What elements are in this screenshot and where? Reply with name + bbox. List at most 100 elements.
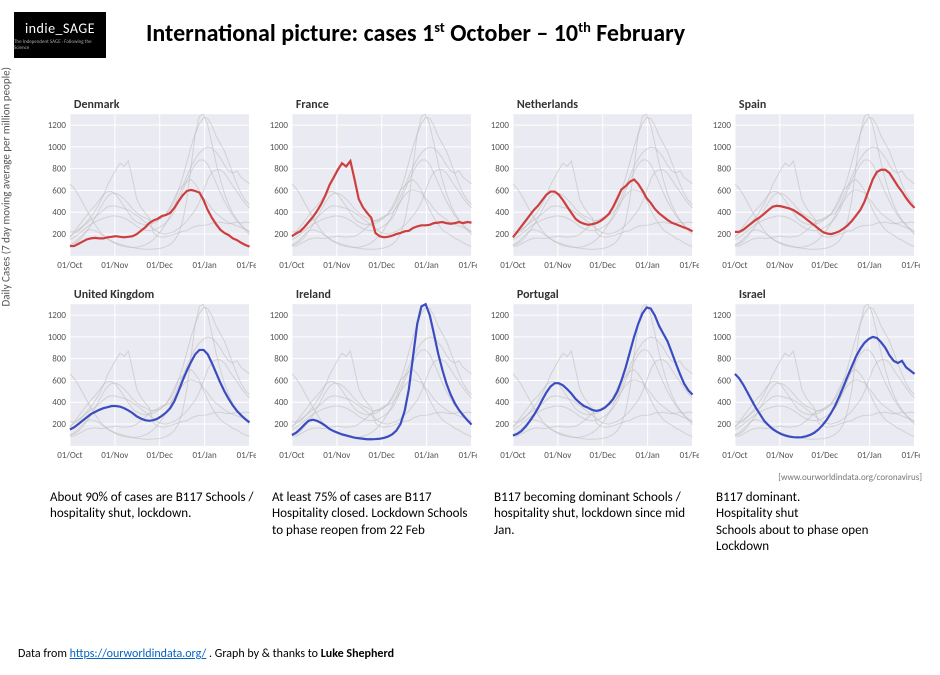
chart-panel: 2004006008001000120001/Oct01/Nov01/Dec01… — [481, 94, 699, 280]
svg-text:01/Jan: 01/Jan — [857, 260, 882, 271]
svg-text:1000: 1000 — [269, 332, 288, 343]
chart-panel: 2004006008001000120001/Oct01/Nov01/Dec01… — [260, 284, 478, 470]
page-title: International picture: cases 1st October… — [146, 18, 685, 48]
panel-title: Israel — [738, 288, 765, 302]
svg-text:01/Oct: 01/Oct — [722, 450, 747, 461]
chart-grid: 200 400 600 800 1000 1200 01/Oct 01/Nov 01/Dec 01… — [38, 94, 920, 470]
logo-subtext: The Independent SAGE · Following the Sci… — [14, 39, 106, 51]
svg-text:01/Jan: 01/Jan — [635, 260, 660, 271]
svg-text:01/Nov: 01/Nov — [323, 260, 350, 271]
svg-text:1000: 1000 — [712, 332, 731, 343]
svg-text:200: 200 — [52, 229, 66, 240]
svg-text:01/Oct: 01/Oct — [57, 450, 82, 461]
svg-text:1000: 1000 — [48, 332, 67, 343]
svg-text:400: 400 — [274, 207, 288, 218]
logo-text: indie_SAGE — [25, 20, 95, 37]
svg-text:01/Feb: 01/Feb — [901, 260, 920, 271]
svg-text:800: 800 — [274, 354, 288, 365]
logo: indie_SAGE The Independent SAGE · Follow… — [14, 12, 106, 58]
svg-text:1000: 1000 — [491, 332, 510, 343]
svg-text:1000: 1000 — [712, 142, 731, 153]
svg-text:1200: 1200 — [269, 310, 288, 321]
svg-text:1200: 1200 — [491, 120, 510, 131]
svg-text:01/Feb: 01/Feb — [237, 450, 256, 461]
svg-text:400: 400 — [52, 397, 66, 408]
svg-text:01/Dec: 01/Dec — [811, 450, 838, 461]
chart-svg: 2004006008001000120001/Oct01/Nov01/Dec01… — [703, 284, 921, 470]
credit-author: Luke Shepherd — [321, 647, 394, 661]
svg-text:01/Nov: 01/Nov — [766, 450, 793, 461]
chart-panel: 2004006008001000120001/Oct01/Nov01/Dec01… — [260, 94, 478, 280]
svg-text:1200: 1200 — [712, 310, 731, 321]
svg-text:400: 400 — [274, 397, 288, 408]
svg-text:800: 800 — [717, 354, 731, 365]
svg-text:1200: 1200 — [712, 120, 731, 131]
chart-panel: 2004006008001000120001/Oct01/Nov01/Dec01… — [38, 284, 256, 470]
svg-text:01/Oct: 01/Oct — [500, 450, 525, 461]
svg-text:200: 200 — [274, 419, 288, 430]
chart-panel: 2004006008001000120001/Oct01/Nov01/Dec01… — [481, 284, 699, 470]
svg-text:01/Nov: 01/Nov — [544, 450, 571, 461]
panel-title: France — [295, 98, 328, 112]
svg-text:400: 400 — [717, 207, 731, 218]
svg-text:01/Nov: 01/Nov — [766, 260, 793, 271]
svg-text:01/Oct: 01/Oct — [279, 260, 304, 271]
svg-text:600: 600 — [52, 375, 66, 386]
svg-text:1200: 1200 — [48, 120, 67, 131]
svg-text:1200: 1200 — [491, 310, 510, 321]
chart-svg: 2004006008001000120001/Oct01/Nov01/Dec01… — [38, 284, 256, 470]
svg-text:01/Feb: 01/Feb — [680, 260, 699, 271]
svg-text:800: 800 — [495, 164, 509, 175]
svg-text:1000: 1000 — [491, 142, 510, 153]
svg-text:600: 600 — [717, 185, 731, 196]
svg-text:200: 200 — [717, 419, 731, 430]
credit-prefix: Data from — [18, 647, 70, 661]
annotation-row: About 90% of cases are B117 Schools / ho… — [50, 490, 930, 555]
svg-text:01/Jan: 01/Jan — [192, 260, 217, 271]
svg-text:01/Nov: 01/Nov — [323, 450, 350, 461]
svg-text:01/Feb: 01/Feb — [680, 450, 699, 461]
svg-text:01/Oct: 01/Oct — [500, 260, 525, 271]
annotation-text: At least 75% of cases are B117 Hospitali… — [272, 490, 486, 555]
svg-text:01/Jan: 01/Jan — [192, 450, 217, 461]
svg-text:600: 600 — [495, 375, 509, 386]
svg-text:400: 400 — [52, 207, 66, 218]
svg-text:01/Nov: 01/Nov — [101, 450, 128, 461]
svg-text:1000: 1000 — [269, 142, 288, 153]
panel-title: Spain — [738, 98, 765, 112]
svg-text:800: 800 — [52, 164, 66, 175]
svg-text:01/Feb: 01/Feb — [901, 450, 920, 461]
panel-title: Netherlands — [517, 98, 578, 112]
svg-text:01/Dec: 01/Dec — [590, 260, 617, 271]
credit-suffix: . Graph by & thanks to — [206, 647, 320, 661]
svg-text:200: 200 — [717, 229, 731, 240]
svg-text:01/Feb: 01/Feb — [458, 450, 477, 461]
svg-text:01/Jan: 01/Jan — [635, 450, 660, 461]
svg-text:400: 400 — [495, 207, 509, 218]
svg-text:01/Nov: 01/Nov — [544, 260, 571, 271]
y-axis-label: Daily Cases (7 day moving average per mi… — [0, 67, 13, 306]
annotation-text: About 90% of cases are B117 Schools / ho… — [50, 490, 264, 555]
chart-svg: 2004006008001000120001/Oct01/Nov01/Dec01… — [260, 284, 478, 470]
svg-text:01/Dec: 01/Dec — [147, 260, 174, 271]
svg-text:600: 600 — [274, 375, 288, 386]
svg-text:400: 400 — [495, 397, 509, 408]
svg-text:01/Dec: 01/Dec — [147, 450, 174, 461]
credit-link[interactable]: https://ourworldindata.org/ — [70, 647, 207, 661]
chart-svg: 2004006008001000120001/Oct01/Nov01/Dec01… — [260, 94, 478, 280]
svg-text:01/Jan: 01/Jan — [414, 260, 439, 271]
chart-panel: 2004006008001000120001/Oct01/Nov01/Dec01… — [703, 94, 921, 280]
svg-text:600: 600 — [52, 185, 66, 196]
panel-title: Ireland — [295, 288, 330, 302]
chart-svg: 2004006008001000120001/Oct01/Nov01/Dec01… — [38, 94, 256, 280]
svg-text:800: 800 — [495, 354, 509, 365]
svg-text:200: 200 — [495, 419, 509, 430]
chart-svg: 2004006008001000120001/Oct01/Nov01/Dec01… — [481, 94, 699, 280]
credit-line: Data from https://ourworldindata.org/ . … — [18, 647, 394, 661]
svg-text:200: 200 — [52, 419, 66, 430]
chart-panel: 2004006008001000120001/Oct01/Nov01/Dec01… — [38, 94, 256, 280]
svg-text:01/Jan: 01/Jan — [857, 450, 882, 461]
svg-text:600: 600 — [274, 185, 288, 196]
svg-text:01/Dec: 01/Dec — [811, 260, 838, 271]
svg-text:01/Feb: 01/Feb — [237, 260, 256, 271]
